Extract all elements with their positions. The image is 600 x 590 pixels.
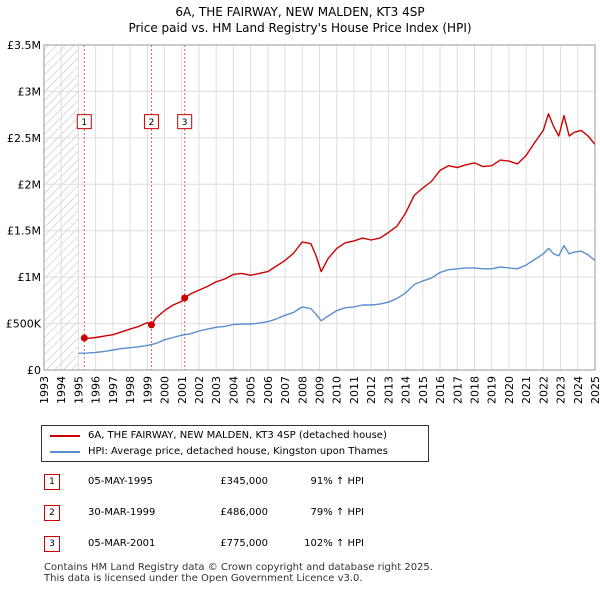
x-tick-label: 2010 bbox=[331, 376, 344, 404]
transaction-price: £775,000 bbox=[220, 538, 268, 549]
x-tick-label: 2011 bbox=[348, 376, 361, 404]
x-tick-label: 2023 bbox=[555, 376, 568, 404]
x-tick-label: 1997 bbox=[107, 376, 120, 404]
x-tick-label: 2019 bbox=[486, 376, 499, 404]
y-tick-label: £0 bbox=[27, 364, 41, 377]
transaction-hpi: 91% ↑ HPI bbox=[310, 476, 364, 487]
y-tick-label: £1.5M bbox=[7, 225, 41, 238]
y-tick-label: £2.5M bbox=[7, 132, 41, 145]
legend-swatch-property bbox=[50, 435, 80, 437]
transaction-row: 3 05-MAR-2001 £775,000 102% ↑ HPI bbox=[44, 534, 404, 554]
footer-copyright: Contains HM Land Registry data © Crown c… bbox=[44, 562, 433, 573]
x-tick-label: 1995 bbox=[72, 376, 85, 404]
transaction-number-badge: 3 bbox=[44, 536, 60, 552]
x-tick-label: 2007 bbox=[279, 376, 292, 404]
transaction-price: £486,000 bbox=[220, 507, 268, 518]
x-tick-label: 2017 bbox=[451, 376, 464, 404]
x-tick-label: 2008 bbox=[296, 376, 309, 404]
x-tick-label: 2005 bbox=[245, 376, 258, 404]
chart-subtitle: Price paid vs. HM Land Registry's House … bbox=[128, 21, 472, 35]
transaction-price: £345,000 bbox=[220, 476, 268, 487]
legend-label-hpi: HPI: Average price, detached house, King… bbox=[88, 446, 388, 457]
property-price-line bbox=[84, 113, 596, 340]
x-tick-label: 1999 bbox=[141, 376, 154, 404]
transaction-hpi: 102% ↑ HPI bbox=[304, 538, 364, 549]
y-tick-label: £2M bbox=[18, 178, 42, 191]
x-tick-label: 2002 bbox=[193, 376, 206, 404]
transaction-date: 05-MAR-2001 bbox=[88, 538, 156, 549]
transaction-row: 1 05-MAY-1995 £345,000 91% ↑ HPI bbox=[44, 472, 404, 492]
x-tick-label: 2022 bbox=[537, 376, 550, 404]
transaction-hpi: 79% ↑ HPI bbox=[310, 507, 364, 518]
x-tick-label: 2025 bbox=[589, 376, 600, 404]
x-tick-label: 2003 bbox=[210, 376, 223, 404]
x-tick-label: 2000 bbox=[159, 376, 172, 404]
sale-label-box bbox=[76, 114, 92, 130]
x-tick-label: 2014 bbox=[400, 376, 413, 404]
x-tick-label: 2006 bbox=[262, 376, 275, 404]
x-tick-label: 2009 bbox=[314, 376, 327, 404]
x-tick-label: 1994 bbox=[55, 376, 68, 404]
y-tick-label: £3.5M bbox=[7, 39, 41, 52]
chart-legend: 6A, THE FAIRWAY, NEW MALDEN, KT3 4SP (de… bbox=[41, 425, 429, 462]
y-tick-label: £3M bbox=[18, 85, 42, 98]
legend-label-property: 6A, THE FAIRWAY, NEW MALDEN, KT3 4SP (de… bbox=[88, 430, 387, 441]
x-tick-label: 2015 bbox=[417, 376, 430, 404]
x-tick-label: 2021 bbox=[520, 376, 533, 404]
legend-swatch-hpi bbox=[50, 451, 80, 453]
sale-label-box bbox=[143, 114, 159, 130]
transaction-date: 05-MAY-1995 bbox=[88, 476, 154, 487]
sale-label: 2 bbox=[149, 118, 155, 128]
price-chart: 1 2 3 1993 1994 1995 1996 1997 1998 1999 2000 2001… bbox=[6, 39, 600, 404]
sale-point bbox=[147, 321, 155, 329]
y-tick-label: £1M bbox=[18, 271, 42, 284]
x-tick-label: 2018 bbox=[468, 376, 481, 404]
sale-point bbox=[80, 334, 88, 342]
transaction-row: 2 30-MAR-1999 £486,000 79% ↑ HPI bbox=[44, 503, 404, 523]
plot-border bbox=[43, 44, 596, 371]
y-tick-label: £500K bbox=[6, 318, 42, 331]
chart-title: 6A, THE FAIRWAY, NEW MALDEN, KT3 4SP bbox=[175, 5, 425, 19]
x-tick-label: 2020 bbox=[503, 376, 516, 404]
x-tick-label: 2016 bbox=[434, 376, 447, 404]
transaction-number-badge: 2 bbox=[44, 505, 60, 521]
sale-point bbox=[181, 294, 189, 302]
x-tick-label: 2013 bbox=[382, 376, 395, 404]
x-tick-label: 1993 bbox=[38, 376, 51, 404]
sale-label: 3 bbox=[182, 118, 188, 128]
x-tick-label: 1996 bbox=[90, 376, 103, 404]
x-tick-label: 2004 bbox=[227, 376, 240, 404]
footer-licence: This data is licensed under the Open Gov… bbox=[44, 573, 363, 584]
transaction-date: 30-MAR-1999 bbox=[88, 507, 156, 518]
x-tick-label: 2012 bbox=[365, 376, 378, 404]
x-tick-label: 2001 bbox=[176, 376, 189, 404]
transaction-number-badge: 1 bbox=[44, 474, 60, 490]
x-tick-label: 1998 bbox=[124, 376, 137, 404]
sale-label-box bbox=[177, 114, 193, 130]
x-tick-label: 2024 bbox=[572, 376, 585, 404]
sale-label: 1 bbox=[81, 118, 87, 128]
hpi-line bbox=[78, 244, 596, 354]
